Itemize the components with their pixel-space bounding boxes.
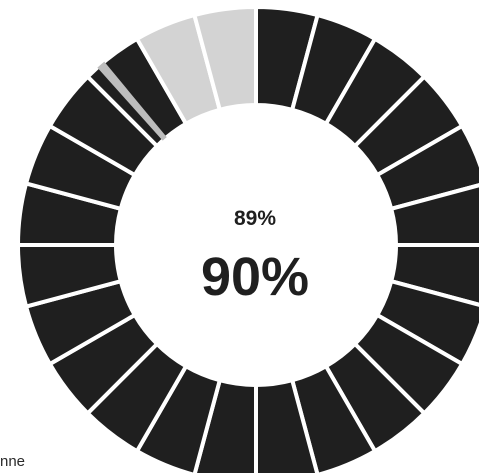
secondary-percentage: 89% — [233, 207, 277, 230]
gauge-segment-empty — [191, 4, 258, 113]
primary-percentage: 90% — [200, 247, 310, 307]
footer-label-fragment: nne — [0, 453, 26, 470]
gauge-secondary-marker — [97, 61, 167, 141]
